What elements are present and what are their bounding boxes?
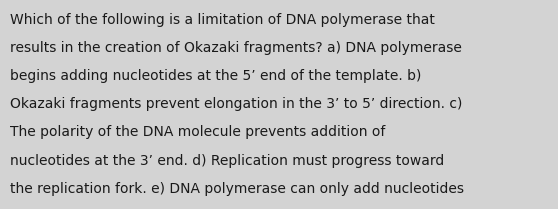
Text: begins adding nucleotides at the 5’ end of the template. b): begins adding nucleotides at the 5’ end … (10, 69, 421, 83)
Text: nucleotides at the 3’ end. d) Replication must progress toward: nucleotides at the 3’ end. d) Replicatio… (10, 154, 444, 168)
Text: Okazaki fragments prevent elongation in the 3’ to 5’ direction. c): Okazaki fragments prevent elongation in … (10, 97, 463, 111)
Text: The polarity of the DNA molecule prevents addition of: The polarity of the DNA molecule prevent… (10, 125, 386, 139)
Text: the replication fork. e) DNA polymerase can only add nucleotides: the replication fork. e) DNA polymerase … (10, 182, 464, 196)
Text: results in the creation of Okazaki fragments? a) DNA polymerase: results in the creation of Okazaki fragm… (10, 41, 462, 55)
Text: Which of the following is a limitation of DNA polymerase that: Which of the following is a limitation o… (10, 13, 435, 27)
